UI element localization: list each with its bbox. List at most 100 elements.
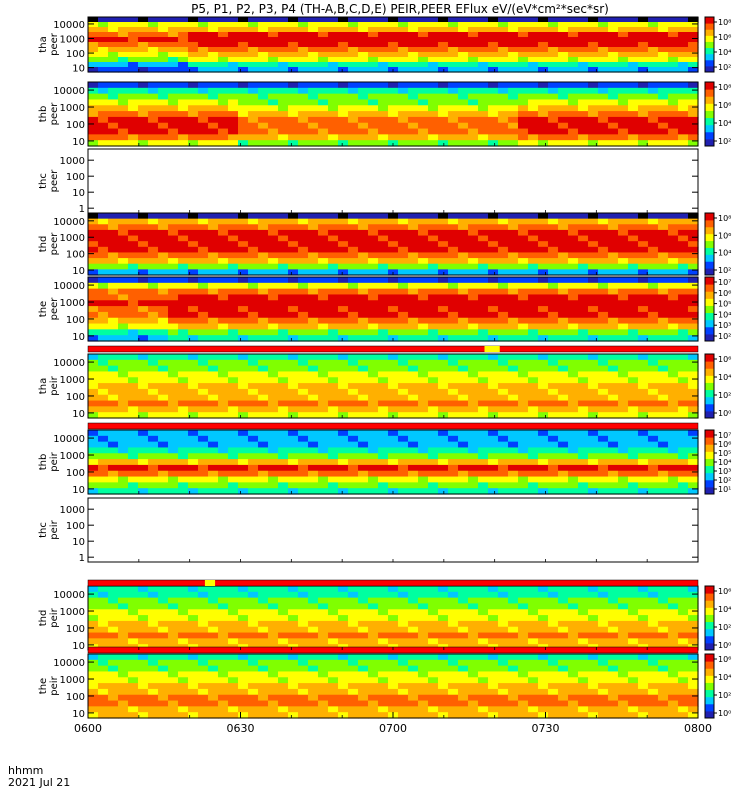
- spectrogram-cell: [438, 67, 449, 73]
- spectrogram-cell: [268, 241, 279, 248]
- spectrogram-cell: [218, 282, 229, 290]
- colorbar-segment: [705, 23, 714, 30]
- spectrogram-cell: [308, 300, 319, 307]
- spectrogram-cell: [388, 87, 399, 95]
- spectrogram-cell: [678, 447, 689, 454]
- spectrogram-cell: [128, 37, 139, 43]
- spectrogram-cell: [498, 258, 509, 265]
- spectrogram-cell: [258, 218, 269, 225]
- spectrogram-cell: [278, 586, 289, 593]
- colorbar-segment: [705, 213, 714, 221]
- spectrogram-cell: [378, 365, 389, 373]
- spectrogram-cell: [378, 591, 389, 599]
- spectrogram-cell: [568, 388, 579, 396]
- spectrogram-cell: [498, 122, 509, 130]
- spectrogram-cell: [658, 394, 669, 402]
- spectrogram-cell: [108, 464, 119, 472]
- spectrogram-cell: [268, 218, 279, 225]
- spectrogram-cell: [688, 57, 699, 63]
- spectrogram-cell: [558, 128, 569, 135]
- spectrogram-cell: [518, 400, 529, 407]
- spectrogram-cell: [338, 482, 349, 489]
- spectrogram-cell: [238, 311, 249, 319]
- spectrogram-cell: [438, 140, 449, 147]
- spectrogram-cell: [168, 62, 179, 68]
- spectrogram-cell: [318, 441, 329, 449]
- spectrogram-cell: [158, 17, 169, 23]
- spectrogram-cell: [208, 430, 219, 437]
- spectrogram-cell: [168, 27, 179, 33]
- spectrogram-cell: [558, 586, 569, 593]
- spectrogram-cell: [98, 626, 109, 634]
- spectrogram-cell: [388, 323, 399, 330]
- spectrogram-cell: [668, 57, 679, 63]
- spectrogram-cell: [218, 37, 229, 43]
- spectrogram-cell: [608, 269, 619, 276]
- spectrogram-cell: [558, 294, 569, 301]
- spectrogram-cell: [298, 317, 309, 325]
- spectrogram-cell: [318, 93, 329, 101]
- spectrogram-cell: [478, 586, 489, 593]
- spectrogram-cell: [148, 258, 159, 265]
- spectrogram-cell: [428, 354, 439, 361]
- spectrogram-cell: [568, 394, 579, 402]
- spectrogram-cell: [198, 459, 209, 466]
- spectrogram-cell: [628, 140, 639, 147]
- spectrogram-cell: [108, 122, 119, 130]
- spectrogram-cell: [318, 67, 329, 73]
- spectrogram-cell: [98, 335, 109, 342]
- spectrogram-cell: [138, 335, 149, 342]
- spectrogram-cell: [588, 430, 599, 437]
- spectrogram-cell: [428, 597, 439, 605]
- spectrogram-cell: [398, 269, 409, 276]
- spectrogram-cell: [568, 134, 579, 141]
- spectrogram-cell: [338, 459, 349, 466]
- spectrogram-cell: [268, 57, 279, 63]
- spectrogram-cell: [118, 258, 129, 265]
- spectrogram-cell: [428, 128, 439, 135]
- spectrogram-cell: [488, 47, 499, 53]
- spectrogram-cell: [168, 67, 179, 73]
- spectrogram-cell: [378, 224, 389, 231]
- spectrogram-cell: [318, 224, 329, 231]
- spectrogram-cell: [348, 383, 359, 390]
- spectrogram-cell: [418, 42, 429, 48]
- spectrogram-cell: [158, 263, 169, 270]
- spectrogram-cell: [228, 626, 239, 634]
- spectrogram-cell: [288, 609, 299, 616]
- spectrogram-cell: [368, 620, 379, 628]
- spectrogram-cell: [328, 82, 339, 89]
- spectrogram-cell: [318, 476, 329, 483]
- spectrogram-cell: [468, 93, 479, 101]
- spectrogram-cell: [588, 359, 599, 367]
- spectrogram-cell: [338, 615, 349, 622]
- spectrogram-cell: [268, 246, 279, 254]
- spectrogram-cell: [538, 82, 549, 89]
- colorbar-segment: [705, 219, 714, 228]
- spectrogram-cell: [358, 134, 369, 141]
- spectrogram-cell: [568, 323, 579, 330]
- spectrogram-cell: [188, 134, 199, 141]
- spectrogram-cell: [568, 277, 579, 284]
- spectrogram-cell: [658, 447, 669, 454]
- spectrogram-cell: [218, 488, 229, 495]
- spectrogram-cell: [168, 306, 179, 313]
- colorbar-tick-label: 10³: [718, 467, 731, 476]
- spectrogram-cell: [558, 597, 569, 605]
- spectrogram-cell: [638, 335, 649, 342]
- spectrogram-cell: [458, 122, 469, 130]
- spectrogram-cell: [138, 134, 149, 141]
- spectrogram-cell: [488, 459, 499, 466]
- spectrogram-cell: [608, 277, 619, 284]
- spectrogram-cell: [498, 482, 509, 489]
- spectrogram-cell: [398, 441, 409, 449]
- spectrogram-cell: [158, 700, 169, 707]
- spectrogram-cell: [238, 263, 249, 270]
- spectrogram-cell: [408, 82, 419, 89]
- spectrogram-cell: [608, 282, 619, 290]
- spectrogram-cell: [168, 246, 179, 254]
- spectrogram-cell: [318, 400, 329, 407]
- spectrogram-cell: [468, 597, 479, 605]
